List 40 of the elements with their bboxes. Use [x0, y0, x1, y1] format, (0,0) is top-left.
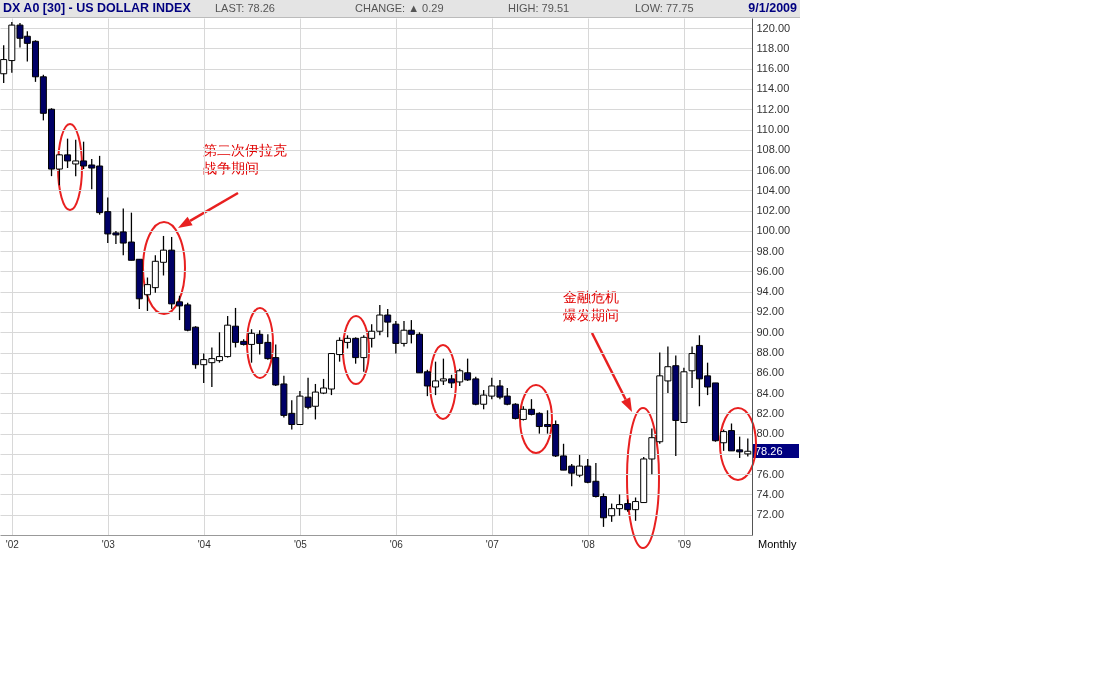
x-tick-label: '04 [197, 538, 212, 550]
y-tick-label: 104.00 [756, 183, 791, 196]
y-tick-label: 102.00 [756, 204, 791, 217]
x-tick-label: '08 [581, 538, 596, 550]
y-tick-label: 108.00 [756, 143, 791, 156]
text: Monthly [758, 537, 797, 552]
y-tick-label: 82.00 [756, 406, 785, 419]
y-tick-label: 76.00 [756, 467, 785, 480]
y-tick-label: 88.00 [756, 346, 785, 359]
y-tick-label: 112.00 [756, 102, 790, 115]
y-tick-label: 74.00 [756, 487, 785, 500]
y-tick-label: 100.00 [756, 224, 791, 237]
y-tick-label: 72.00 [756, 508, 785, 521]
y-tick-label: 120.00 [756, 21, 791, 34]
y-tick-label: 106.00 [756, 163, 791, 176]
y-tick-label: 96.00 [756, 264, 785, 277]
text: 9/1/2009 [748, 1, 797, 15]
y-tick-label: 90.00 [756, 325, 785, 338]
y-tick-label: 84.00 [756, 386, 785, 399]
y-tick-label: 98.00 [756, 244, 785, 257]
y-tick-label: 110.00 [756, 123, 790, 136]
y-tick-label: 86.00 [756, 366, 785, 379]
y-tick-label: 80.00 [756, 427, 785, 440]
x-tick-label: '06 [389, 538, 404, 550]
y-tick-label: 116.00 [756, 62, 790, 75]
x-tick-label: '02 [5, 538, 20, 550]
annotation: 78.26 [753, 444, 799, 459]
text: CHANGE: ▲ 0.29 [355, 2, 444, 14]
text: HIGH: 79.51 [508, 2, 570, 14]
y-tick-label: 118.00 [756, 41, 790, 54]
x-tick-label: '09 [677, 538, 692, 550]
y-tick-label: 92.00 [756, 305, 785, 318]
text: LAST: 78.26 [215, 2, 275, 14]
x-tick-label: '07 [485, 538, 500, 550]
x-tick-label: '05 [293, 538, 308, 550]
chart-title: DX A0 [30] - US DOLLAR INDEX [3, 1, 191, 15]
text: LOW: 77.75 [635, 2, 694, 14]
y-tick-label: 114.00 [756, 82, 790, 95]
x-tick-label: '03 [101, 538, 116, 550]
y-tick-label: 94.00 [756, 285, 785, 298]
